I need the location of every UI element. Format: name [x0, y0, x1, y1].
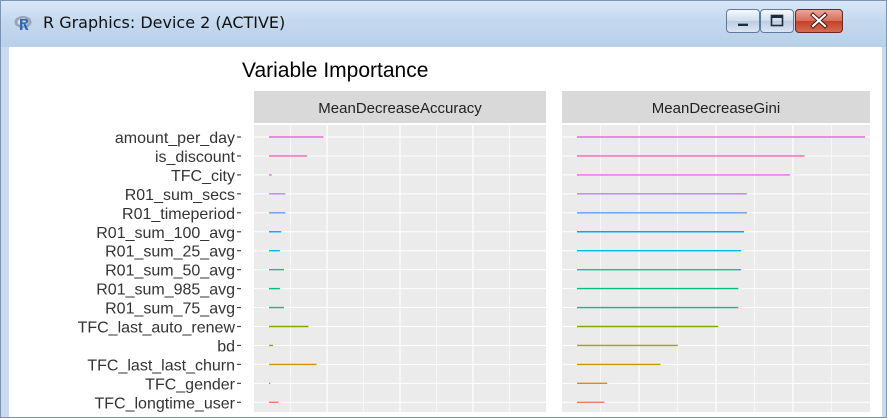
window-title: R Graphics: Device 2 (ACTIVE) — [43, 13, 286, 32]
category-label: R01_sum_100_avg — [96, 225, 235, 242]
close-icon — [810, 12, 828, 29]
facet-strip — [254, 91, 546, 123]
minimize-button[interactable] — [726, 9, 760, 33]
facet-strip — [562, 91, 870, 123]
category-label: R01_timeperiod — [122, 206, 235, 223]
category-label: amount_per_day — [115, 130, 235, 147]
variable-importance-chart: Variable Importance amount_per_day is_disc… — [78, 59, 870, 412]
minimize-icon — [738, 23, 748, 26]
category-label: TFC_longtime_user — [95, 395, 236, 412]
maximize-button[interactable] — [760, 9, 794, 33]
plot-area: Variable Importance amount_per_day is_disc… — [9, 47, 882, 417]
category-label: is_discount — [155, 149, 236, 166]
category-label: TFC_last_last_churn — [87, 357, 235, 374]
close-button[interactable] — [795, 9, 843, 33]
category-label: TFC_last_auto_renew — [78, 320, 236, 337]
category-label: R01_sum_985_avg — [96, 282, 235, 299]
r-logo-icon — [14, 16, 32, 30]
category-label: bd — [217, 338, 235, 355]
title-bar[interactable]: R Graphics: Device 2 (ACTIVE) — [1, 1, 886, 47]
maximize-icon — [770, 14, 784, 27]
category-label: TFC_gender — [145, 376, 235, 393]
category-label: R01_sum_50_avg — [105, 263, 235, 280]
facet-strip-label: MeanDecreaseAccuracy — [318, 100, 482, 117]
category-label: R01_sum_75_avg — [105, 301, 235, 318]
category-label: TFC_city — [171, 168, 235, 185]
facet-strip-label: MeanDecreaseGini — [652, 100, 780, 117]
category-label: R01_sum_secs — [125, 187, 235, 204]
category-label: R01_sum_25_avg — [105, 244, 235, 261]
chart-title: Variable Importance — [242, 59, 428, 82]
